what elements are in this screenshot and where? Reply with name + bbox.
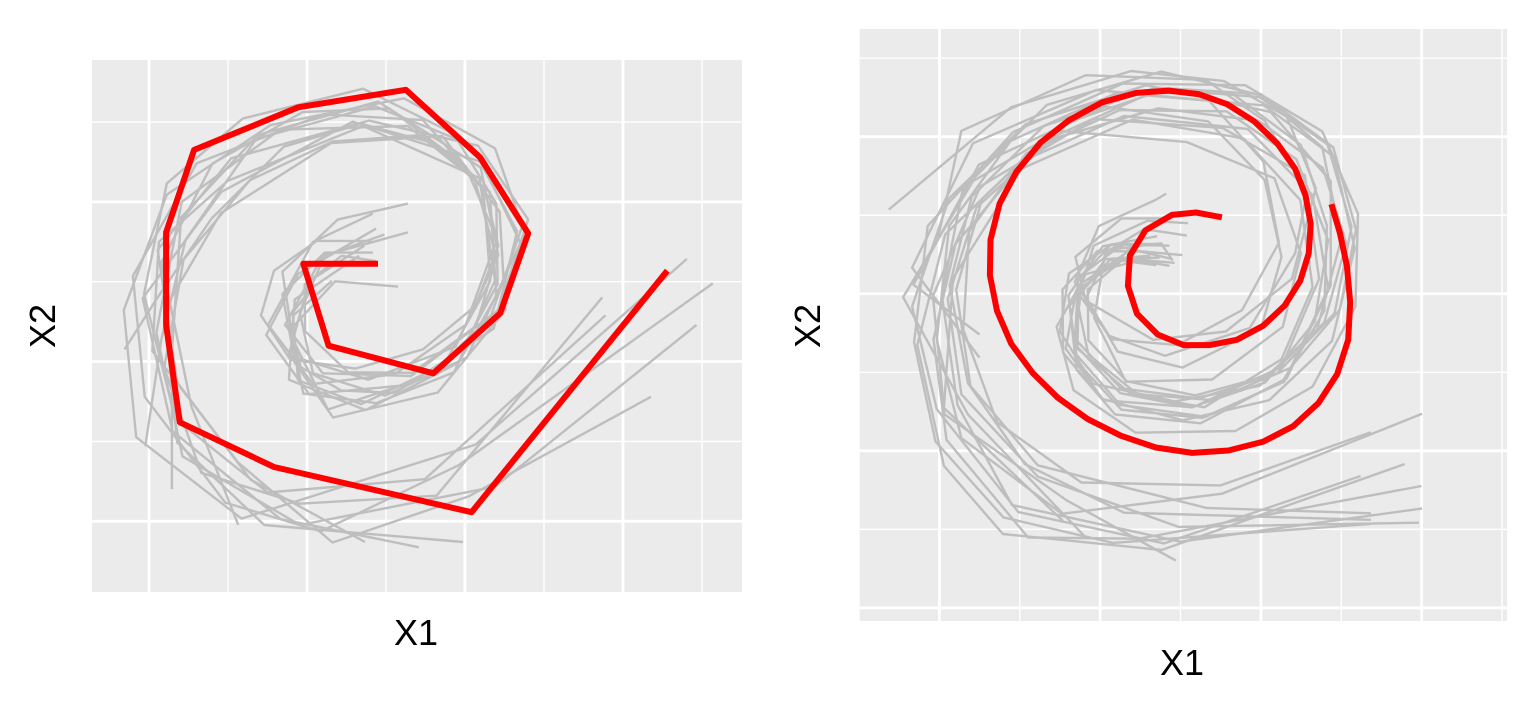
left-highlight-trajectory <box>163 86 670 516</box>
left-background-trajectory <box>131 113 714 533</box>
left-background-trajectory <box>122 97 688 520</box>
right-background-trajectory <box>940 70 1423 543</box>
left-background-trajectory <box>162 133 604 505</box>
right-background-trajectory <box>888 69 1318 341</box>
left-x-axis-title: X1 <box>394 612 438 653</box>
right-background-trajectory <box>912 82 1371 545</box>
right-chart-panel <box>858 29 1507 621</box>
left-y-axis-title: X2 <box>22 304 63 348</box>
right-highlight-trajectory <box>986 87 1354 456</box>
right-y-axis-title: X2 <box>787 304 828 348</box>
left-background-trajectory <box>141 120 522 549</box>
left-chart-panel <box>92 60 742 592</box>
right-background-trajectory <box>962 108 1372 487</box>
right-x-axis-title: X1 <box>1160 642 1204 683</box>
right-background-trajectory <box>910 88 1281 359</box>
right-background-trajectory <box>946 107 1419 529</box>
left-background-trajectory <box>155 124 698 527</box>
right-background-trajectory <box>948 86 1371 521</box>
